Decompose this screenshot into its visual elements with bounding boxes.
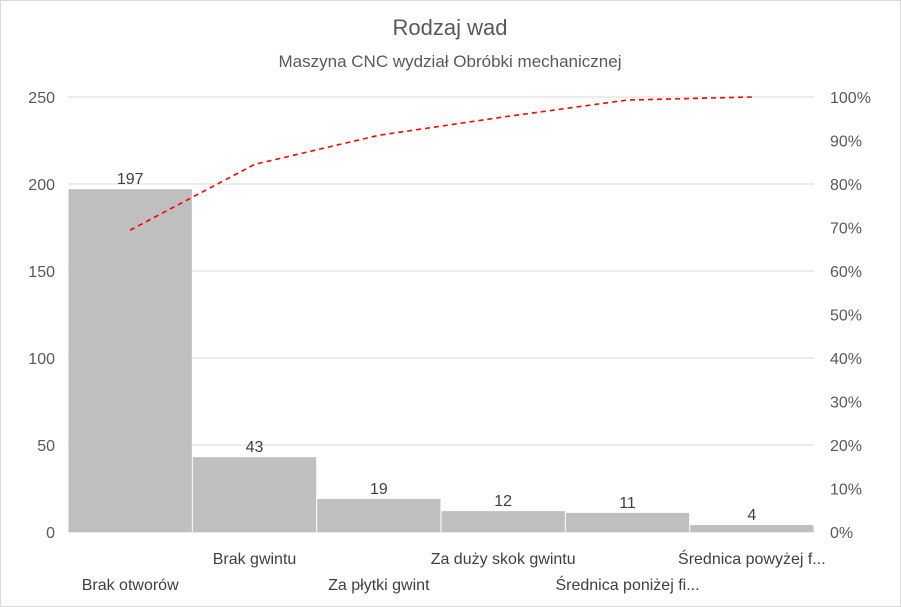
data-label: 11 — [619, 495, 636, 512]
y2-tick-label: 90% — [830, 134, 862, 151]
y2-tick-label: 60% — [830, 264, 862, 281]
bar — [441, 511, 565, 532]
bar — [68, 189, 192, 532]
x-category-label: Za duży skok gwintu — [431, 551, 576, 568]
y2-tick-label: 10% — [830, 482, 862, 499]
y-tick-label: 150 — [28, 264, 55, 281]
y-tick-label: 100 — [28, 351, 55, 368]
bar — [317, 498, 441, 532]
x-category-label: Brak gwintu — [213, 551, 297, 568]
data-label: 4 — [747, 507, 756, 524]
y2-tick-label: 70% — [830, 221, 862, 238]
x-category-label: Średnica poniżej fi... — [555, 575, 699, 594]
data-label: 197 — [117, 171, 144, 188]
bar — [690, 525, 814, 532]
y-tick-label: 200 — [28, 177, 55, 194]
y2-tick-label: 50% — [830, 308, 862, 325]
data-label: 19 — [370, 481, 388, 498]
cumulative-line-series — [129, 96, 752, 231]
chart-subtitle: Maszyna CNC wydział Obróbki mechanicznej — [279, 52, 622, 71]
y2-tick-label: 30% — [830, 395, 862, 412]
y2-tick-label: 40% — [830, 351, 862, 368]
y-tick-label: 0 — [46, 525, 55, 542]
bar-series — [68, 189, 814, 532]
y-axis-right: 0% 10% 20% 30% 40% 50% 60% 70% 80% 90% 100% — [830, 90, 871, 542]
y2-tick-label: 20% — [830, 438, 862, 455]
y2-tick-label: 100% — [830, 90, 871, 107]
y-tick-label: 50 — [37, 438, 55, 455]
data-label: 12 — [494, 493, 512, 510]
bar — [565, 512, 690, 532]
cumulative-line — [129, 96, 752, 231]
x-category-label: Średnica powyżej f... — [678, 549, 826, 568]
data-label: 43 — [246, 439, 264, 456]
gridlines — [68, 96, 814, 533]
chart-title: Rodzaj wad — [393, 15, 508, 40]
y-axis-left: 0 50 100 150 200 250 — [28, 90, 55, 542]
y-tick-label: 250 — [28, 90, 55, 107]
x-category-label: Za płytki gwint — [328, 577, 430, 594]
x-category-label: Brak otworów — [82, 577, 179, 594]
data-labels: 197 43 19 12 11 4 — [117, 171, 757, 524]
y2-tick-label: 0% — [830, 525, 853, 542]
bar — [192, 457, 317, 532]
y2-tick-label: 80% — [830, 177, 862, 194]
x-axis: Brak otworów Brak gwintu Za płytki gwintZa… — [82, 549, 826, 594]
